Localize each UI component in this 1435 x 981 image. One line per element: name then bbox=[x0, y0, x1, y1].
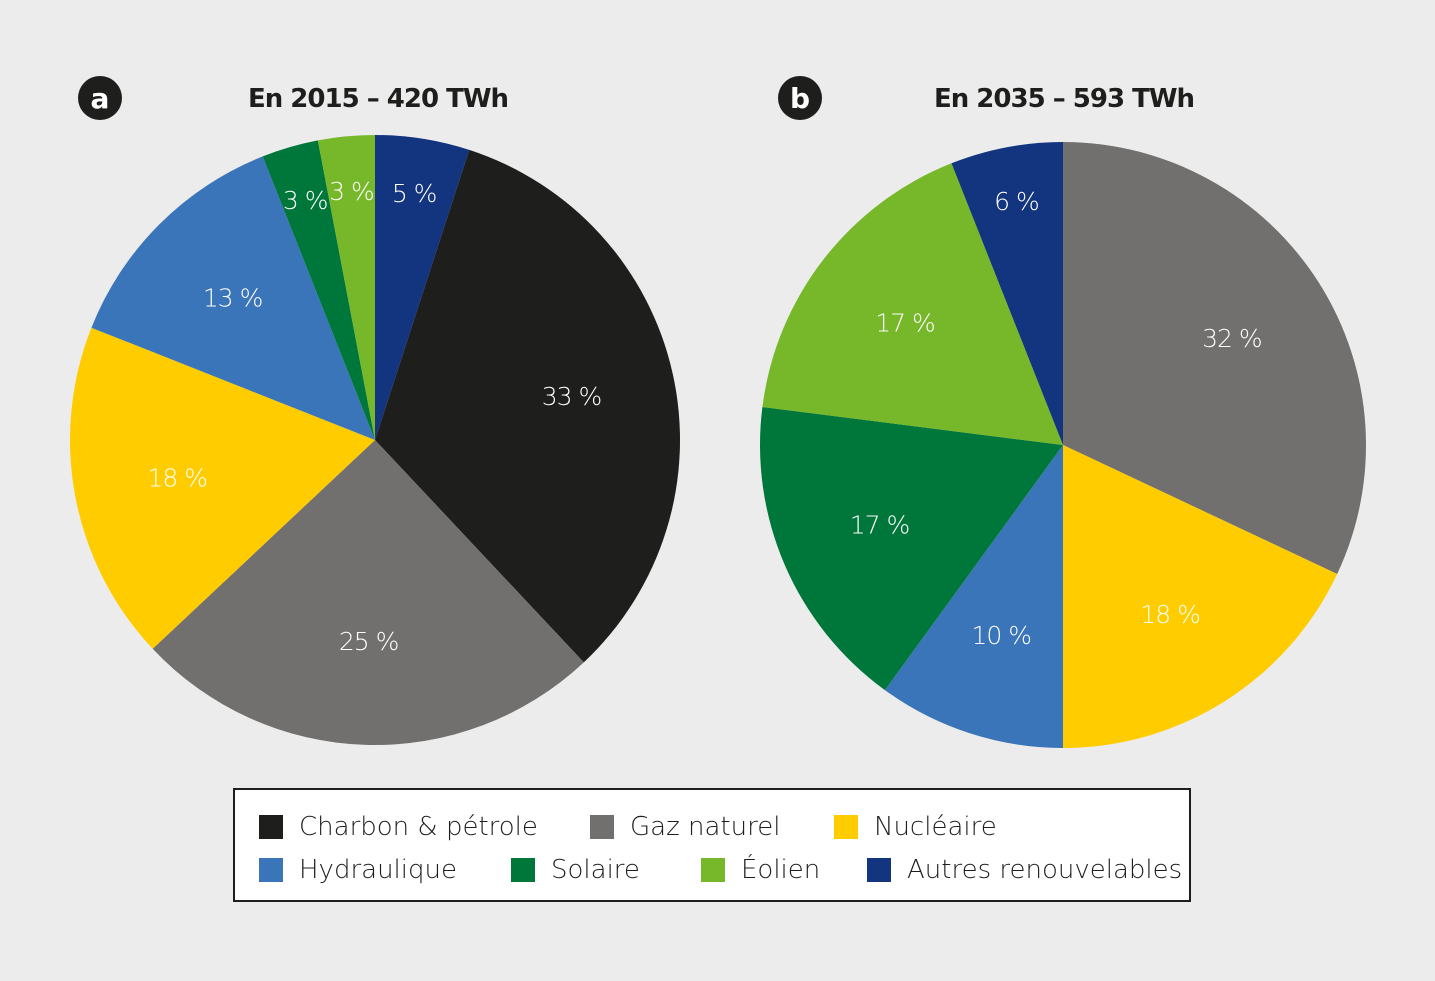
legend-label: Hydraulique bbox=[299, 855, 457, 885]
panel-badge-label: a bbox=[91, 82, 110, 115]
legend: Charbon & pétrole Gaz naturel Nucléaire … bbox=[233, 788, 1191, 902]
pie-slice bbox=[91, 156, 375, 441]
legend-label: Nucléaire bbox=[874, 812, 997, 842]
legend-item-solaire: Solaire bbox=[511, 855, 640, 885]
legend-item-gaz: Gaz naturel bbox=[590, 812, 780, 842]
legend-label: Charbon & pétrole bbox=[299, 812, 538, 842]
legend-item-hydraulique: Hydraulique bbox=[259, 855, 457, 885]
slice-data-label: 18 % bbox=[1140, 600, 1200, 629]
pie-a: a En 2015 – 420 TWh 5 % 33 % 25 % 18 % 13 % 3 %… bbox=[69, 76, 680, 745]
slice-data-label: 5 % bbox=[392, 179, 437, 208]
slice-data-label: 32 % bbox=[1202, 324, 1262, 353]
chart-title: En 2035 – 593 TWh bbox=[934, 84, 1194, 114]
slice-data-label: 13 % bbox=[203, 284, 263, 313]
pie-slice bbox=[1063, 142, 1367, 575]
legend-swatch bbox=[701, 858, 725, 882]
legend-label: Autres renouvelables bbox=[907, 855, 1183, 885]
pie-slice bbox=[375, 135, 470, 440]
legend-label: Éolien bbox=[741, 855, 821, 885]
pie-b: b En 2035 – 593 TWh 32 % 18 % 10 % 17 % 17 % 6 … bbox=[760, 76, 1367, 748]
legend-item-nucleaire: Nucléaire bbox=[834, 812, 997, 842]
legend-item-autres: Autres renouvelables bbox=[867, 855, 1182, 885]
pie-slice bbox=[762, 163, 1063, 446]
legend-swatch bbox=[259, 858, 283, 882]
pie-slice bbox=[262, 140, 375, 440]
slice-data-label: 17 % bbox=[850, 510, 910, 539]
legend-swatch bbox=[834, 815, 858, 839]
legend-swatch bbox=[867, 858, 891, 882]
pie-slice bbox=[317, 135, 375, 440]
pie-slice bbox=[152, 440, 584, 745]
legend-swatch bbox=[511, 858, 535, 882]
pie-slice bbox=[1063, 445, 1338, 748]
panel-badge bbox=[78, 76, 122, 120]
slice-data-label: 33 % bbox=[542, 382, 602, 411]
legend-item-eolien: Éolien bbox=[701, 855, 820, 885]
slice-data-label: 3 % bbox=[283, 186, 328, 215]
chart-title: En 2015 – 420 TWh bbox=[248, 84, 508, 114]
slice-data-label: 17 % bbox=[875, 308, 935, 337]
legend-swatch bbox=[259, 815, 283, 839]
pie-slice bbox=[884, 445, 1063, 748]
legend-swatch bbox=[590, 815, 614, 839]
pie-slice bbox=[69, 327, 375, 649]
slice-data-label: 3 % bbox=[329, 177, 374, 206]
panel-badge-label: b bbox=[790, 82, 810, 115]
slice-data-label: 6 % bbox=[994, 187, 1039, 216]
pie-slice bbox=[951, 142, 1063, 445]
legend-label: Gaz naturel bbox=[630, 812, 781, 842]
pie-slice bbox=[760, 407, 1063, 691]
slice-data-label: 25 % bbox=[339, 627, 399, 656]
legend-item-charbon: Charbon & pétrole bbox=[259, 812, 538, 842]
slice-data-label: 18 % bbox=[148, 464, 208, 493]
pie-slice bbox=[375, 149, 680, 663]
legend-label: Solaire bbox=[551, 855, 640, 885]
panel-badge bbox=[778, 76, 822, 120]
slice-data-label: 10 % bbox=[971, 621, 1031, 650]
